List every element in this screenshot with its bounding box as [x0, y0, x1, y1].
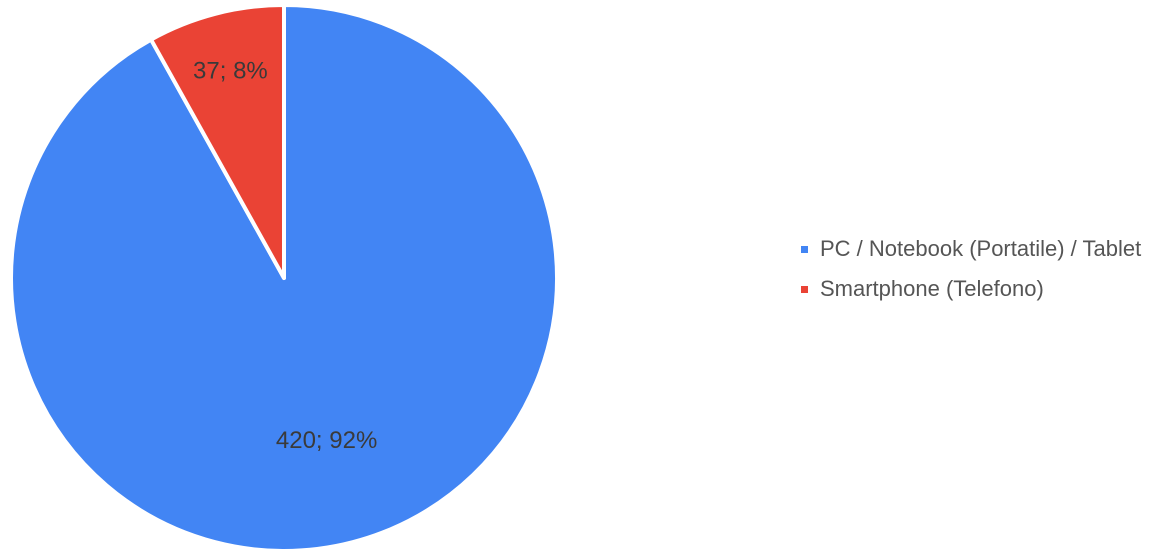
legend-item-pc-notebook-tablet: PC / Notebook (Portatile) / Tablet — [800, 236, 1170, 262]
slice-data-label-1: 37; 8% — [193, 57, 268, 84]
pie-slice-0 — [9, 3, 559, 553]
pie-data-labels: 420; 92% 37; 8% — [193, 57, 377, 454]
legend: PC / Notebook (Portatile) / Tablet Smart… — [800, 236, 1170, 316]
legend-swatch-red — [801, 286, 808, 293]
pie-chart-svg: 420; 92% 37; 8% — [9, 3, 559, 553]
pie-slices — [9, 3, 559, 553]
legend-swatch-blue — [801, 246, 808, 253]
legend-label: PC / Notebook (Portatile) / Tablet — [820, 236, 1142, 261]
legend-label: Smartphone (Telefono) — [820, 276, 1044, 301]
legend-item-smartphone: Smartphone (Telefono) — [800, 276, 1170, 302]
pie-slice-1 — [149, 3, 286, 280]
slice-data-label-0: 420; 92% — [276, 427, 377, 454]
